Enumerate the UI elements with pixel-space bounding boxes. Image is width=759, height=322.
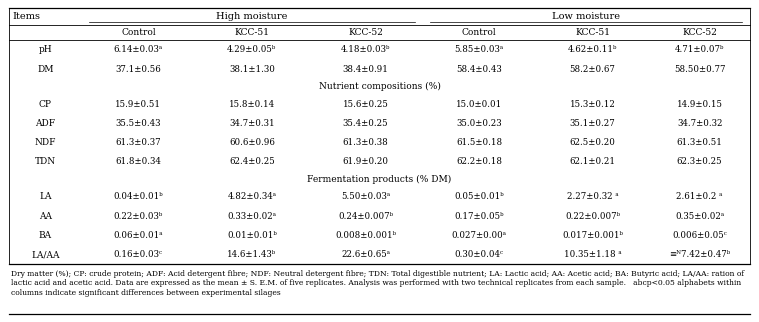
Text: 15.0±0.01: 15.0±0.01: [456, 99, 502, 109]
Text: 0.006±0.05ᶜ: 0.006±0.05ᶜ: [672, 231, 727, 240]
Text: 38.1±1.30: 38.1±1.30: [229, 65, 275, 74]
Text: KCC-52: KCC-52: [348, 28, 383, 37]
Text: KCC-51: KCC-51: [235, 28, 269, 37]
Text: BA: BA: [39, 231, 52, 240]
Text: 0.06±0.01ᵃ: 0.06±0.01ᵃ: [114, 231, 163, 240]
Text: 4.18±0.03ᵇ: 4.18±0.03ᵇ: [341, 45, 390, 54]
Text: 58.50±0.77: 58.50±0.77: [674, 65, 726, 74]
Text: 0.01±0.01ᵇ: 0.01±0.01ᵇ: [227, 231, 277, 240]
Text: 35.1±0.27: 35.1±0.27: [570, 119, 616, 128]
Text: AA: AA: [39, 212, 52, 221]
Text: 4.71±0.07ᵇ: 4.71±0.07ᵇ: [675, 45, 724, 54]
Text: 14.6±1.43ᵇ: 14.6±1.43ᵇ: [227, 250, 276, 259]
Text: ≡ᴺ7.42±0.47ᵇ: ≡ᴺ7.42±0.47ᵇ: [669, 250, 730, 259]
Text: 61.3±0.37: 61.3±0.37: [115, 138, 161, 147]
Text: 2.61±0.2 ᵃ: 2.61±0.2 ᵃ: [676, 192, 723, 201]
Text: 0.24±0.007ᵇ: 0.24±0.007ᵇ: [338, 212, 393, 221]
Text: 60.6±0.96: 60.6±0.96: [229, 138, 275, 147]
Text: 4.82±0.34ᵃ: 4.82±0.34ᵃ: [228, 192, 276, 201]
Text: Control: Control: [461, 28, 496, 37]
Text: CP: CP: [39, 99, 52, 109]
Text: 0.008±0.001ᵇ: 0.008±0.001ᵇ: [335, 231, 396, 240]
Text: DM: DM: [37, 65, 54, 74]
Text: 58.2±0.67: 58.2±0.67: [570, 65, 616, 74]
Text: 0.027±0.00ᵃ: 0.027±0.00ᵃ: [452, 231, 506, 240]
Text: 61.9±0.20: 61.9±0.20: [342, 157, 389, 166]
Text: Items: Items: [13, 12, 41, 21]
Text: KCC-51: KCC-51: [575, 28, 610, 37]
Text: 10.35±1.18 ᵃ: 10.35±1.18 ᵃ: [564, 250, 622, 259]
Text: Low moisture: Low moisture: [552, 12, 620, 21]
Text: 34.7±0.31: 34.7±0.31: [229, 119, 275, 128]
Text: 61.3±0.51: 61.3±0.51: [677, 138, 723, 147]
Text: KCC-52: KCC-52: [682, 28, 717, 37]
Text: 0.16±0.03ᶜ: 0.16±0.03ᶜ: [114, 250, 163, 259]
Text: 35.0±0.23: 35.0±0.23: [456, 119, 502, 128]
Text: NDF: NDF: [35, 138, 56, 147]
Text: Control: Control: [121, 28, 156, 37]
Text: 35.5±0.43: 35.5±0.43: [115, 119, 161, 128]
Text: 0.04±0.01ᵇ: 0.04±0.01ᵇ: [113, 192, 163, 201]
Text: 6.14±0.03ᵃ: 6.14±0.03ᵃ: [114, 45, 163, 54]
Text: 34.7±0.32: 34.7±0.32: [677, 119, 723, 128]
Text: 0.22±0.03ᵇ: 0.22±0.03ᵇ: [114, 212, 163, 221]
Text: 15.6±0.25: 15.6±0.25: [342, 99, 389, 109]
Text: 38.4±0.91: 38.4±0.91: [342, 65, 389, 74]
Text: 58.4±0.43: 58.4±0.43: [456, 65, 502, 74]
Text: High moisture: High moisture: [216, 12, 288, 21]
Text: LA/AA: LA/AA: [31, 250, 59, 259]
Text: 0.22±0.007ᵇ: 0.22±0.007ᵇ: [565, 212, 620, 221]
Text: 2.27±0.32 ᵃ: 2.27±0.32 ᵃ: [567, 192, 619, 201]
Text: 22.6±0.65ᵃ: 22.6±0.65ᵃ: [341, 250, 390, 259]
Text: 15.3±0.12: 15.3±0.12: [570, 99, 616, 109]
Text: Nutrient compositions (%): Nutrient compositions (%): [319, 82, 440, 91]
Text: Dry matter (%); CP: crude protein; ADF: Acid detergent fibre; NDF: Neutral deter: Dry matter (%); CP: crude protein; ADF: …: [11, 270, 744, 297]
Text: 62.1±0.21: 62.1±0.21: [570, 157, 616, 166]
Text: 35.4±0.25: 35.4±0.25: [343, 119, 389, 128]
Text: 14.9±0.15: 14.9±0.15: [677, 99, 723, 109]
Text: 5.50±0.03ᵃ: 5.50±0.03ᵃ: [341, 192, 390, 201]
Text: 0.017±0.001ᵇ: 0.017±0.001ᵇ: [562, 231, 623, 240]
Text: 62.5±0.20: 62.5±0.20: [570, 138, 616, 147]
Text: ADF: ADF: [35, 119, 55, 128]
Text: pH: pH: [39, 45, 52, 54]
Text: 61.5±0.18: 61.5±0.18: [456, 138, 502, 147]
Text: LA: LA: [39, 192, 52, 201]
Text: 15.8±0.14: 15.8±0.14: [229, 99, 275, 109]
Text: TDN: TDN: [35, 157, 56, 166]
Text: 4.29±0.05ᵇ: 4.29±0.05ᵇ: [227, 45, 276, 54]
Text: 62.2±0.18: 62.2±0.18: [456, 157, 502, 166]
Text: 62.4±0.25: 62.4±0.25: [229, 157, 275, 166]
Text: 61.8±0.34: 61.8±0.34: [115, 157, 161, 166]
Text: 0.30±0.04ᶜ: 0.30±0.04ᶜ: [455, 250, 503, 259]
Text: 5.85±0.03ᵃ: 5.85±0.03ᵃ: [455, 45, 504, 54]
Text: 0.05±0.01ᵇ: 0.05±0.01ᵇ: [454, 192, 504, 201]
Text: 61.3±0.38: 61.3±0.38: [342, 138, 389, 147]
Text: 62.3±0.25: 62.3±0.25: [677, 157, 723, 166]
Text: 0.35±0.02ᵃ: 0.35±0.02ᵃ: [675, 212, 724, 221]
Text: Fermentation products (% DM): Fermentation products (% DM): [307, 175, 452, 184]
Text: 15.9±0.51: 15.9±0.51: [115, 99, 162, 109]
Text: 4.62±0.11ᵇ: 4.62±0.11ᵇ: [568, 45, 617, 54]
Text: 0.33±0.02ᵃ: 0.33±0.02ᵃ: [228, 212, 276, 221]
Text: 0.17±0.05ᵇ: 0.17±0.05ᵇ: [455, 212, 504, 221]
Text: 37.1±0.56: 37.1±0.56: [115, 65, 161, 74]
